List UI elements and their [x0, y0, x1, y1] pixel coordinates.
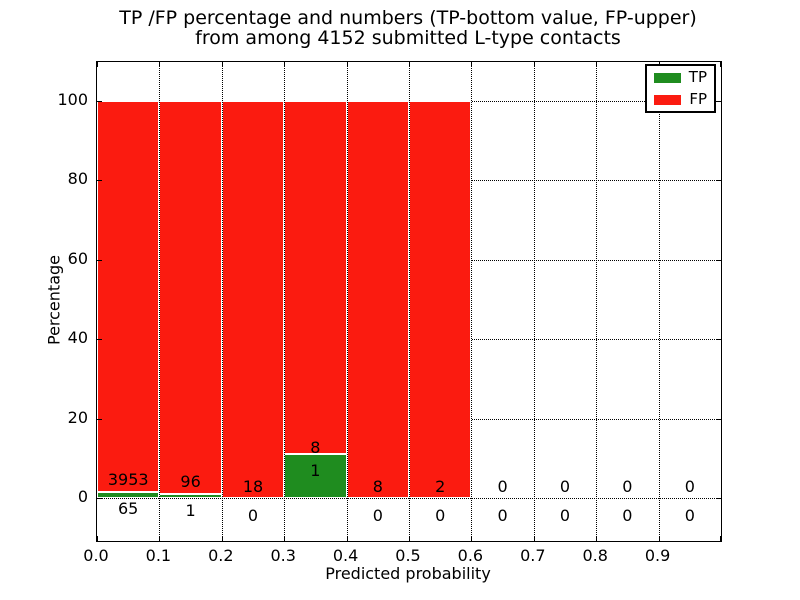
legend-label-fp: FP	[689, 90, 707, 108]
fp-count-label: 0	[497, 476, 508, 496]
y-tick-mark	[97, 180, 102, 182]
y-tick-label: 40	[67, 328, 88, 348]
bar-fp	[97, 100, 160, 492]
x-tick-mark	[596, 536, 598, 541]
x-tick-mark	[159, 536, 161, 541]
x-tick-label: 0.0	[83, 546, 109, 565]
x-tick-mark	[658, 536, 660, 541]
x-tick-mark	[596, 62, 598, 67]
x-tick-mark	[533, 62, 535, 67]
legend-item-tp: TP	[654, 70, 707, 85]
y-tick-mark	[97, 339, 102, 341]
grid-line-vertical	[409, 62, 410, 541]
x-tick-mark	[97, 536, 98, 541]
y-tick-label: 60	[67, 248, 88, 268]
fp-count-label: 2	[435, 476, 446, 496]
x-tick-label: 0.5	[395, 546, 421, 565]
fp-count-label: 0	[622, 476, 633, 496]
tp-swatch-icon	[654, 72, 681, 83]
tp-count-label: 0	[622, 505, 633, 525]
y-tick-mark	[716, 100, 721, 102]
y-tick-mark	[716, 180, 721, 182]
x-tick-mark	[346, 62, 348, 67]
y-tick-mark	[716, 259, 721, 261]
y-tick-mark	[97, 418, 102, 420]
tp-count-label: 1	[310, 461, 321, 481]
tp-count-label: 0	[247, 505, 259, 525]
x-tick-mark	[284, 536, 286, 541]
grid-line-vertical	[658, 62, 660, 541]
y-tick-label: 100	[57, 89, 88, 109]
grid-line-vertical	[159, 62, 161, 541]
fp-count-label: 8	[310, 438, 321, 457]
x-tick-mark	[221, 536, 223, 541]
tp-count-label: 0	[372, 505, 383, 525]
y-tick-mark	[716, 339, 721, 341]
legend: TP FP	[645, 64, 716, 113]
x-tick-label: 0.3	[270, 546, 296, 565]
chart-title-line2: from among 4152 submitted L-type contact…	[195, 27, 621, 49]
fp-count-label: 0	[684, 476, 695, 496]
x-tick-mark	[471, 536, 473, 541]
y-tick-mark	[716, 498, 721, 500]
x-tick-label: 0.2	[208, 546, 234, 565]
x-tick-mark	[720, 536, 721, 541]
legend-item-fp: FP	[654, 92, 707, 107]
bar-tp	[159, 494, 222, 499]
bar-fp	[159, 100, 222, 494]
x-tick-mark	[720, 62, 721, 67]
fp-swatch-icon	[654, 94, 682, 105]
grid-line-vertical	[533, 62, 535, 541]
grid-line-vertical	[284, 62, 286, 541]
x-tick-mark	[533, 536, 535, 541]
x-tick-label: 0.7	[520, 546, 546, 565]
y-tick-mark	[97, 259, 102, 261]
bar-fp	[346, 100, 409, 499]
legend-label-tp: TP	[688, 68, 707, 86]
tp-count-label: 0	[684, 505, 695, 525]
x-tick-mark	[221, 62, 223, 67]
fp-count-label: 8	[372, 476, 383, 496]
x-tick-label: 0.8	[582, 546, 608, 565]
fp-count-label: 3953	[107, 470, 149, 490]
tp-count-label: 0	[435, 505, 446, 525]
x-tick-mark	[284, 62, 286, 67]
x-tick-label: 0.4	[332, 546, 359, 565]
x-tick-mark	[346, 536, 348, 541]
x-tick-label: 0.1	[145, 546, 172, 565]
y-tick-label: 20	[67, 407, 88, 427]
tp-count-label: 0	[559, 505, 571, 525]
fp-count-label: 18	[242, 476, 264, 496]
grid-line-vertical	[221, 62, 223, 541]
x-tick-mark	[409, 62, 410, 67]
y-tick-mark	[97, 100, 102, 102]
x-tick-mark	[97, 62, 98, 67]
tp-count-label: 65	[118, 499, 139, 519]
bar-fp	[284, 100, 347, 454]
bar-tp	[284, 453, 347, 499]
bar-tp	[97, 491, 160, 499]
bar-fp	[221, 100, 285, 499]
grid-line-vertical	[346, 62, 348, 541]
x-axis-label: Predicted probability	[325, 564, 491, 583]
grid-line-vertical	[596, 62, 598, 541]
tp-count-label: 1	[185, 501, 196, 521]
tp-count-label: 0	[497, 505, 508, 525]
bar-fp	[409, 100, 472, 499]
y-tick-mark	[716, 418, 721, 420]
fp-count-label: 96	[180, 472, 201, 492]
plot-area: 3953 65 96 1 18 0 8 1 8 0 2 0 0 0 0 0 0 0 0 0	[96, 61, 722, 542]
x-tick-mark	[471, 62, 473, 67]
y-tick-mark	[97, 498, 102, 500]
y-tick-label: 80	[67, 169, 88, 189]
x-tick-mark	[409, 536, 410, 541]
y-tick-label: 0	[77, 487, 88, 507]
grid-line-vertical	[471, 62, 473, 541]
x-tick-label: 0.9	[644, 546, 671, 565]
x-tick-mark	[159, 62, 161, 67]
chart-title-line1: TP /FP percentage and numbers (TP-bottom…	[119, 7, 697, 29]
fp-count-label: 0	[559, 476, 571, 496]
x-tick-label: 0.6	[457, 546, 484, 565]
